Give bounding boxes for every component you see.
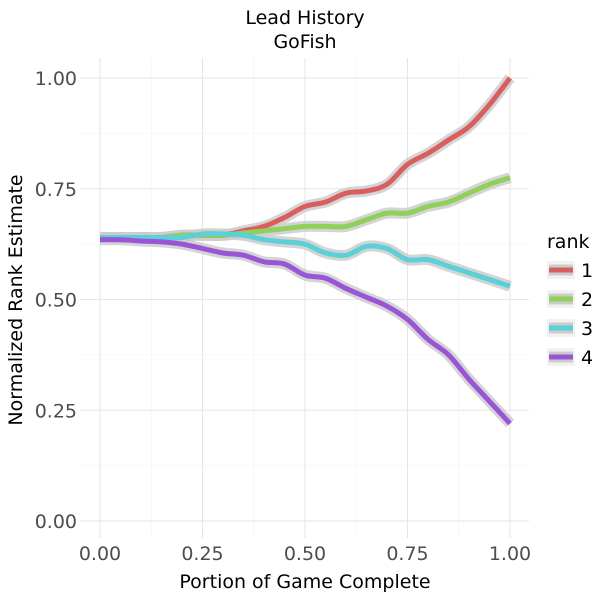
- legend-title: rank: [547, 231, 590, 253]
- chart-title: Lead History: [245, 7, 364, 29]
- x-tick-label: 1.00: [489, 543, 531, 565]
- series-lines: [99, 76, 512, 426]
- legend-item-4: 4: [547, 347, 593, 369]
- legend-item-3: 3: [547, 318, 593, 340]
- legend: rank 1 2 3 4: [547, 231, 593, 369]
- legend-label: 3: [581, 318, 593, 340]
- x-tick-label: 0.50: [284, 543, 326, 565]
- y-tick-label: 0.25: [35, 400, 77, 422]
- series-4-line: [99, 237, 512, 426]
- legend-label: 4: [581, 347, 593, 369]
- x-axis-title: Portion of Game Complete: [179, 571, 430, 593]
- y-tick-label: 0.50: [35, 290, 77, 312]
- x-axis-tick-labels: 0.00 0.25 0.50 0.75 1.00: [79, 543, 531, 565]
- y-tick-label: 0.00: [35, 511, 77, 533]
- y-axis-title: Normalized Rank Estimate: [5, 174, 27, 425]
- legend-label: 1: [581, 260, 593, 282]
- x-tick-label: 0.25: [181, 543, 223, 565]
- legend-items: 1 2 3 4: [547, 260, 593, 369]
- chart-subtitle: GoFish: [273, 31, 336, 53]
- y-tick-label: 0.75: [35, 179, 77, 201]
- series-3-line: [99, 231, 511, 289]
- legend-label: 2: [581, 289, 593, 311]
- legend-item-1: 1: [547, 260, 593, 282]
- legend-item-2: 2: [547, 289, 593, 311]
- y-tick-label: 1.00: [35, 68, 77, 90]
- y-axis-tick-labels: 0.00 0.25 0.50 0.75 1.00: [35, 68, 77, 533]
- x-tick-label: 0.00: [79, 543, 121, 565]
- x-tick-label: 0.75: [386, 543, 428, 565]
